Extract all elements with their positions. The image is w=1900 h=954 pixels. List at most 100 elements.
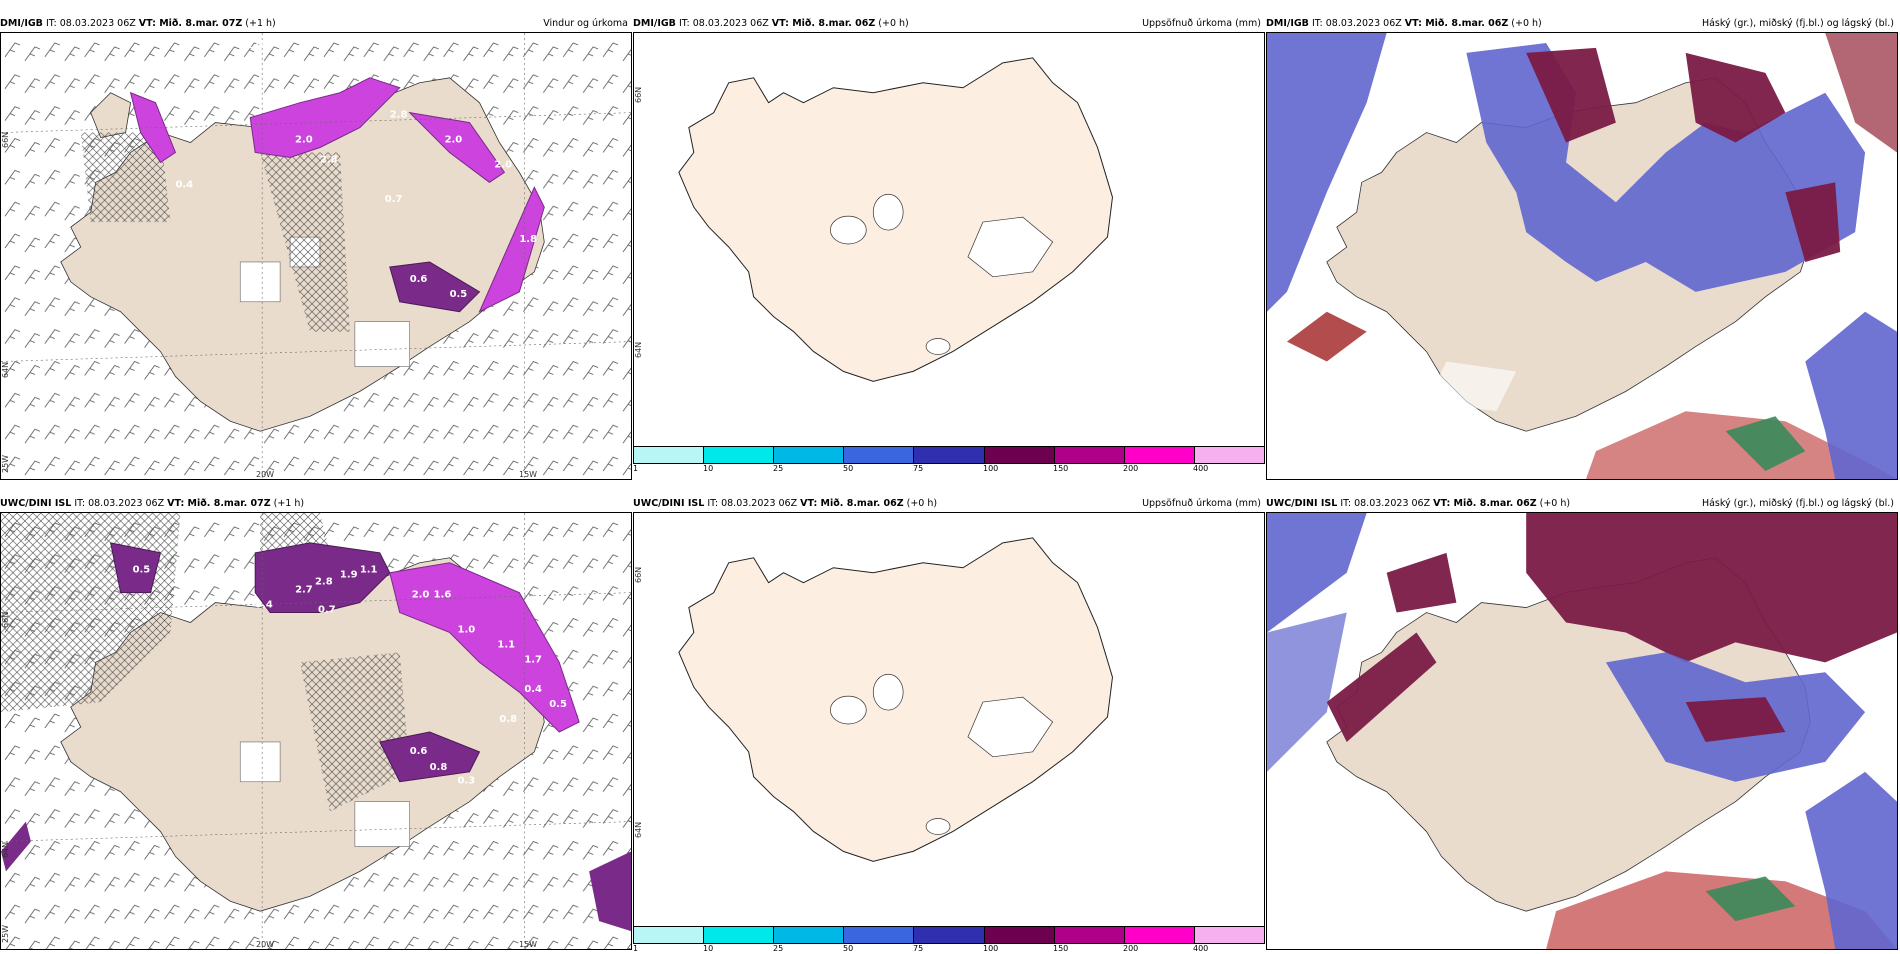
colorbar-tick: 1 — [633, 944, 639, 953]
svg-text:0.4: 0.4 — [255, 600, 273, 611]
svg-text:0.5: 0.5 — [549, 699, 567, 710]
colorbar-tick: 10 — [703, 944, 714, 953]
wind-map-svg: 0.5 2.7 2.8 1.9 1.1 2.0 1.6 0.4 0.7 1.0 … — [1, 513, 631, 949]
svg-text:0.5: 0.5 — [133, 565, 151, 576]
accum-map: 66N 64N — [633, 32, 1265, 448]
panel-header: UWC/DINI ISL IT: 08.03.2023 06Z VT: Mið.… — [633, 498, 938, 509]
panel-uwc-cloud: UWC/DINI ISL IT: 08.03.2023 06Z VT: Mið.… — [1266, 496, 1898, 950]
svg-text:2.0: 2.0 — [445, 135, 463, 146]
svg-text:0.7: 0.7 — [385, 194, 403, 205]
colorbar-ticks: 1 10 25 50 75 100 150 200 400 — [633, 464, 1265, 474]
colorbar-cell — [634, 927, 705, 943]
lat-label-66n: 66N — [634, 86, 643, 103]
svg-text:1.0: 1.0 — [458, 624, 476, 635]
lat-label-66n: 66N — [1, 611, 10, 628]
lat-label-25w: 25W — [1, 454, 10, 473]
colorbar-tick: 75 — [913, 464, 924, 473]
colorbar-cell — [774, 447, 845, 463]
colorbar-tick: 200 — [1123, 464, 1139, 473]
svg-text:1.0: 1.0 — [245, 40, 263, 51]
colorbar-tick: 400 — [1193, 944, 1209, 953]
panel-header: DMI/IGB IT: 08.03.2023 06Z VT: Mið. 8.ma… — [0, 18, 276, 29]
lon-label-20w: 20W — [256, 470, 275, 479]
svg-text:0.6: 0.6 — [410, 274, 428, 285]
svg-text:0.5: 0.5 — [450, 289, 468, 300]
colorbar-cell — [984, 927, 1055, 943]
colorbar-cell — [704, 927, 775, 943]
accum-map-svg — [678, 537, 1113, 862]
svg-text:0.3: 0.3 — [458, 776, 476, 787]
colorbar-cell — [914, 447, 985, 463]
panel-title: Háský (gr.), miðský (fj.bl.) og lágský (… — [1701, 498, 1894, 509]
colorbar-ticks: 1 10 25 50 75 100 150 200 400 — [633, 944, 1265, 954]
colorbar-tick: 50 — [843, 944, 854, 953]
lat-label-66n: 66N — [1, 131, 10, 148]
colorbar-cell — [1194, 447, 1264, 463]
colorbar-tick: 10 — [703, 464, 714, 473]
colorbar-cell — [1054, 447, 1125, 463]
lon-label-15w: 15W — [519, 470, 538, 479]
svg-text:2.0: 2.0 — [412, 590, 430, 601]
colorbar-cell — [704, 447, 775, 463]
cloud-map-svg — [1267, 513, 1897, 949]
svg-text:1.1: 1.1 — [497, 639, 515, 650]
svg-text:0.6: 0.6 — [410, 746, 428, 757]
colorbar-cell — [1194, 927, 1264, 943]
svg-text:2.8: 2.8 — [315, 577, 333, 588]
precip-value-labels: 1.0 1.1 2.0 2.8 2.8 2.0 2.0 0.4 0.7 0.6 … — [160, 40, 537, 300]
colorbar-tick: 50 — [843, 464, 854, 473]
svg-text:1.9: 1.9 — [340, 570, 358, 581]
svg-text:0.7: 0.7 — [318, 605, 336, 616]
colorbar-tick: 100 — [983, 464, 999, 473]
panel-uwc-accum: UWC/DINI ISL IT: 08.03.2023 06Z VT: Mið.… — [633, 496, 1265, 953]
precip-value-labels: 0.5 2.7 2.8 1.9 1.1 2.0 1.6 0.4 0.7 1.0 … — [133, 565, 567, 787]
panel-header: DMI/IGB IT: 08.03.2023 06Z VT: Mið. 8.ma… — [1266, 18, 1542, 29]
colorbar-cell — [634, 447, 705, 463]
svg-text:2.0: 2.0 — [295, 135, 313, 146]
lat-label-25w: 25W — [1, 924, 10, 943]
colorbar-cell — [1124, 447, 1195, 463]
panel-dmi-accum: DMI/IGB IT: 08.03.2023 06Z VT: Mið. 8.ma… — [633, 16, 1265, 473]
colorbar — [633, 926, 1265, 944]
colorbar-tick: 150 — [1053, 944, 1069, 953]
panel-title: Uppsöfnuð úrkoma (mm) — [1142, 18, 1261, 29]
svg-text:2.8: 2.8 — [320, 154, 338, 165]
precip-band — [249, 77, 401, 158]
colorbar-tick: 75 — [913, 944, 924, 953]
colorbar — [633, 446, 1265, 464]
panel-dmi-cloud: DMI/IGB IT: 08.03.2023 06Z VT: Mið. 8.ma… — [1266, 16, 1898, 480]
panel-header: UWC/DINI ISL IT: 08.03.2023 06Z VT: Mið.… — [1266, 498, 1571, 509]
panel-title: Vindur og úrkoma — [543, 18, 628, 29]
svg-text:1.6: 1.6 — [434, 590, 452, 601]
colorbar-tick: 150 — [1053, 464, 1069, 473]
cloud-map-svg — [1267, 33, 1897, 479]
svg-text:1.1: 1.1 — [160, 110, 178, 121]
colorbar-tick: 25 — [773, 464, 784, 473]
cloud-map — [1266, 512, 1898, 950]
accum-map-svg — [678, 57, 1113, 382]
svg-text:0.4: 0.4 — [524, 684, 542, 695]
colorbar-cell — [914, 927, 985, 943]
svg-text:1.7: 1.7 — [524, 654, 542, 665]
svg-text:0.4: 0.4 — [175, 179, 193, 190]
colorbar-tick: 25 — [773, 944, 784, 953]
colorbar-tick: 1 — [633, 464, 639, 473]
colorbar-tick: 100 — [983, 944, 999, 953]
lat-label-64n: 64N — [1, 841, 10, 858]
panel-uwc-wind: UWC/DINI ISL IT: 08.03.2023 06Z VT: Mið.… — [0, 496, 632, 950]
svg-text:1.8: 1.8 — [519, 234, 537, 245]
panel-title: Háský (gr.), miðský (fj.bl.) og lágský (… — [1701, 18, 1894, 29]
lon-label-15w: 15W — [519, 940, 538, 949]
colorbar-cell — [774, 927, 845, 943]
svg-text:0.8: 0.8 — [430, 762, 448, 773]
colorbar-cell — [1054, 927, 1125, 943]
colorbar-tick: 400 — [1193, 464, 1209, 473]
colorbar-cell — [1124, 927, 1195, 943]
wind-map: 1.0 1.1 2.0 2.8 2.8 2.0 2.0 0.4 0.7 0.6 … — [0, 32, 632, 480]
svg-text:1.1: 1.1 — [360, 565, 378, 576]
svg-text:2.0: 2.0 — [494, 159, 512, 170]
accum-map: 66N 64N — [633, 512, 1265, 928]
svg-text:2.7: 2.7 — [295, 585, 313, 596]
panel-dmi-wind: DMI/IGB IT: 08.03.2023 06Z VT: Mið. 8.ma… — [0, 16, 632, 480]
lat-label-66n: 66N — [634, 566, 643, 583]
